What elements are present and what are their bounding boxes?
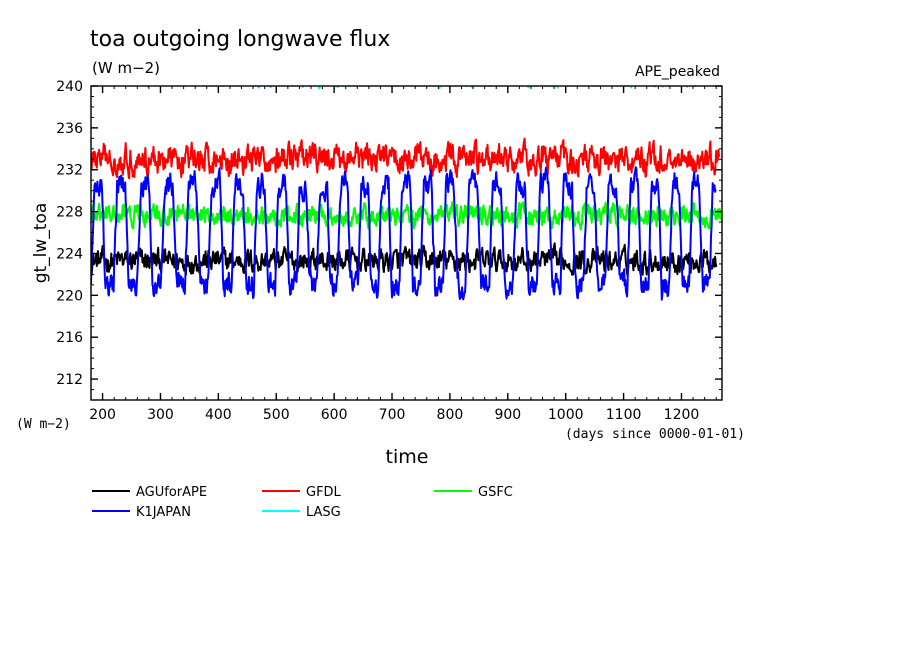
x-tick-label: 400	[205, 407, 232, 423]
y-tick-label: 232	[56, 163, 83, 179]
axes-layer: 200 300 400 500 600 700 800 900 1000 1100 1200 212 2…	[56, 79, 722, 423]
x-tick-label: 900	[494, 407, 521, 423]
x-axis-label: time	[386, 446, 429, 468]
series-layer	[91, 86, 722, 301]
x-axis-units: (days since 0000-01-01)	[565, 427, 745, 442]
y-axis-label: gt_lw_toa	[31, 203, 51, 284]
y-tick-label: 216	[56, 330, 83, 346]
legend-label-gsfc: GSFC	[478, 485, 513, 500]
x-tick-label: 500	[263, 407, 290, 423]
x-tick-label: 800	[437, 407, 464, 423]
legend: AGUforAPE GFDL GSFC K1JAPAN LASG	[92, 485, 513, 520]
y-tick-label: 240	[56, 79, 83, 95]
x-tick-label: 1200	[664, 407, 700, 423]
y-tick-label: 228	[56, 205, 83, 221]
x-tick-label: 600	[321, 407, 348, 423]
legend-label-k1japan: K1JAPAN	[136, 505, 191, 520]
series-line-aguforape	[91, 242, 718, 277]
y-tick-label: 220	[56, 288, 83, 304]
y-tick-label: 224	[56, 246, 83, 262]
series-line-gfdl	[91, 137, 721, 180]
x-tick-label: 1000	[548, 407, 584, 423]
legend-label-gfdl: GFDL	[306, 485, 342, 500]
y-tick-label: 212	[56, 372, 83, 388]
x-tick-label: 700	[379, 407, 406, 423]
legend-label-lasg: LASG	[306, 505, 341, 520]
legend-label-aguforape: AGUforAPE	[136, 485, 207, 500]
y-tick-label: 236	[56, 121, 83, 137]
units-left: (W m−2)	[16, 417, 71, 432]
series-line-k1japan	[91, 166, 717, 301]
chart-title: toa outgoing longwave flux	[90, 27, 390, 52]
series-line-gsfc	[91, 201, 722, 231]
x-tick-label: 200	[89, 407, 116, 423]
chart-annotation: APE_peaked	[635, 64, 720, 80]
units-top: (W m−2)	[92, 59, 160, 77]
x-tick-label: 1100	[606, 407, 642, 423]
x-tick-label: 300	[147, 407, 174, 423]
